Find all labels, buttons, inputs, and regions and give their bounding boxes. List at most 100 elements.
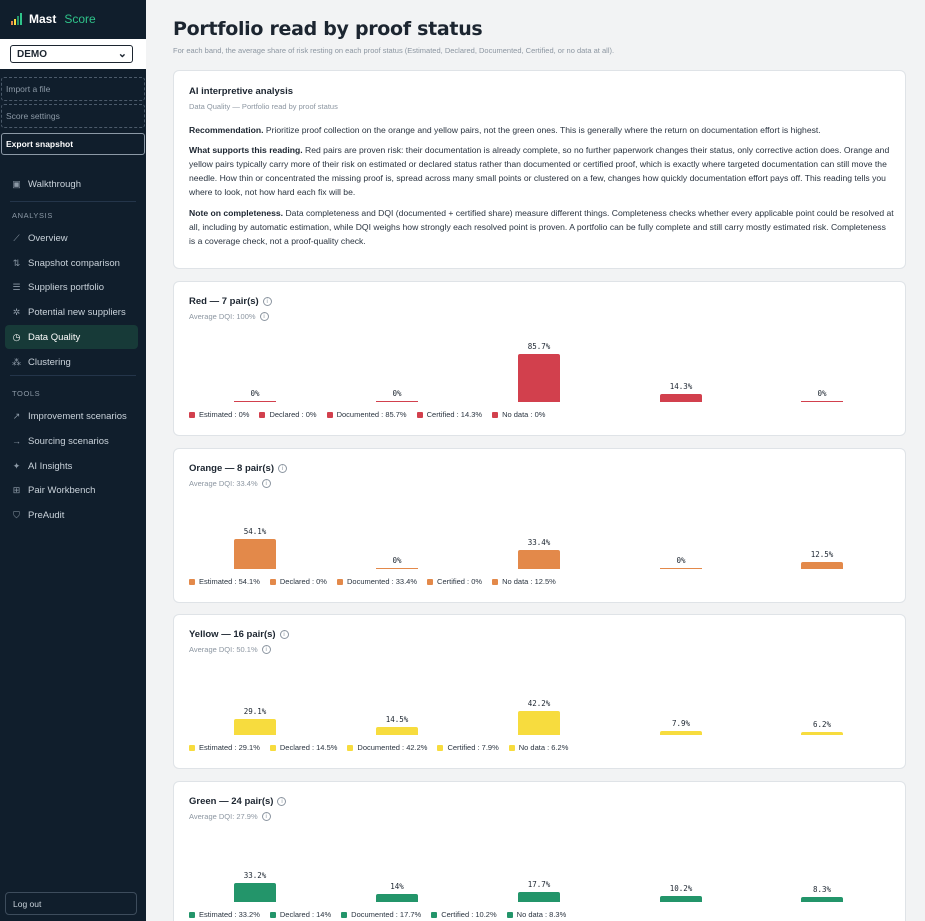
bar-no-data[interactable] bbox=[801, 562, 843, 569]
logo[interactable]: Mast Score bbox=[0, 0, 146, 37]
bar-documented[interactable] bbox=[518, 711, 560, 735]
info-icon[interactable]: i bbox=[262, 297, 272, 306]
nav-snapshot-comparison[interactable]: ⇅ Snapshot comparison bbox=[5, 251, 138, 275]
nav-improvement-scenarios[interactable]: ↗ Improvement scenarios bbox=[5, 404, 138, 428]
compare-arrows-icon: ⇅ bbox=[12, 257, 21, 268]
legend-label: Estimated : 0% bbox=[199, 410, 250, 419]
bar-value-label: 14.5% bbox=[385, 714, 409, 724]
legend-label: Declared : 14% bbox=[279, 910, 332, 919]
band-card-orange: Orange — 8 pair(s) i Average DQI: 33.4% i … bbox=[173, 448, 906, 603]
legend-label: No data : 0% bbox=[502, 410, 546, 419]
nav-potential-new-suppliers[interactable]: ✲ Potential new suppliers bbox=[5, 300, 138, 324]
legend-label: Certified : 7.9% bbox=[447, 743, 499, 752]
nav-sourcing-scenarios[interactable]: → Sourcing scenarios bbox=[5, 429, 138, 453]
play-icon: ▣ bbox=[12, 178, 21, 189]
legend-item: Declared : 14% bbox=[269, 910, 332, 919]
bar-value-label: 0% bbox=[392, 555, 402, 565]
bar-documented[interactable] bbox=[518, 354, 560, 402]
bar-no-data[interactable] bbox=[801, 897, 843, 902]
info-icon[interactable]: i bbox=[261, 812, 271, 821]
bar-value-label: 0% bbox=[676, 555, 686, 565]
band-card-yellow: Yellow — 16 pair(s) i Average DQI: 50.1% i… bbox=[173, 614, 906, 769]
bar-declared[interactable] bbox=[376, 894, 418, 902]
bar-documented[interactable] bbox=[518, 550, 560, 569]
legend-swatch bbox=[492, 411, 499, 418]
nav-clustering[interactable]: ⁂ Clustering bbox=[5, 350, 138, 374]
info-icon[interactable]: i bbox=[278, 464, 287, 473]
bar-certified[interactable] bbox=[660, 567, 702, 569]
score-settings-button[interactable]: Score settings bbox=[1, 104, 145, 128]
bar-value-label: 54.1% bbox=[243, 526, 267, 536]
nav-walkthrough-label: Walkthrough bbox=[28, 178, 81, 190]
nav-ai-insights[interactable]: ✦ AI Insights bbox=[5, 454, 138, 478]
nav-overview[interactable]: ⟋ Overview bbox=[5, 226, 138, 250]
info-icon[interactable]: i bbox=[279, 630, 289, 639]
export-snapshot-button[interactable]: Export snapshot bbox=[1, 133, 145, 155]
legend-label: Documented : 33.4% bbox=[346, 577, 418, 586]
nav-pair-workbench[interactable]: ⊞ Pair Workbench bbox=[5, 478, 138, 502]
legend-label: Estimated : 33.2% bbox=[199, 910, 260, 919]
bar-value-label: 85.7% bbox=[527, 342, 551, 351]
info-icon[interactable]: i bbox=[261, 479, 271, 488]
page-subtitle: For each band, the average share of risk… bbox=[173, 46, 615, 55]
bar-no-data[interactable] bbox=[801, 400, 843, 402]
bar-documented[interactable] bbox=[518, 892, 560, 902]
bar-value-label: 7.9% bbox=[671, 718, 691, 728]
info-icon[interactable]: i bbox=[277, 797, 287, 806]
logo-bars-icon bbox=[11, 12, 22, 25]
bar-estimated[interactable] bbox=[234, 718, 276, 735]
bar-declared[interactable] bbox=[376, 726, 418, 735]
chart-legend: Estimated : 29.1% Declared : 14.5% Documen… bbox=[189, 743, 568, 752]
bar-no-data[interactable] bbox=[801, 731, 843, 735]
nav-suppliers-portfolio[interactable]: ☰ Suppliers portfolio bbox=[5, 275, 138, 299]
nav-preaudit[interactable]: ⛉ PreAudit bbox=[5, 503, 138, 527]
import-file-label: Import a file bbox=[6, 84, 51, 94]
legend-label: Declared : 0% bbox=[269, 410, 317, 419]
nav-preaudit-label: PreAudit bbox=[28, 509, 65, 521]
bar-certified[interactable] bbox=[660, 393, 702, 402]
recommendation-paragraph: Recommendation. Prioritize proof collect… bbox=[189, 123, 894, 137]
workbench-icon: ⊞ bbox=[12, 484, 21, 495]
legend-swatch bbox=[259, 411, 266, 418]
ai-analysis-subtitle: Data Quality — Portfolio read by proof s… bbox=[189, 102, 338, 111]
bar-estimated[interactable] bbox=[234, 883, 276, 902]
legend-label: Documented : 42.2% bbox=[357, 743, 428, 752]
info-icon[interactable]: i bbox=[261, 645, 271, 654]
legend-item: Estimated : 33.2% bbox=[189, 910, 260, 919]
nav-suppliers-portfolio-label: Suppliers portfolio bbox=[28, 281, 105, 293]
nav-walkthrough[interactable]: ▣ Walkthrough bbox=[5, 172, 138, 196]
bar-declared[interactable] bbox=[376, 400, 418, 402]
nav-data-quality[interactable]: ◷ Data Quality bbox=[5, 325, 138, 349]
bar-declared[interactable] bbox=[376, 567, 418, 569]
bar-value-label: 29.1% bbox=[243, 706, 267, 716]
import-file-button[interactable]: Import a file bbox=[1, 77, 145, 101]
demo-select-wrap: DEMO ⌄ bbox=[0, 39, 146, 69]
legend-item: Documented : 42.2% bbox=[347, 743, 427, 752]
nav-snapshot-comparison-label: Snapshot comparison bbox=[28, 257, 120, 269]
sidebar-divider bbox=[10, 375, 136, 376]
bar-value-label: 33.2% bbox=[243, 871, 267, 881]
band-card-red: Red — 7 pair(s) i Average DQI: 100% i 0% 0%… bbox=[173, 281, 906, 436]
chart-legend: Estimated : 54.1% Declared : 0% Documented… bbox=[189, 577, 556, 586]
band-title: Green — 24 pair(s) i bbox=[189, 796, 287, 807]
band-title-text: Red — 7 pair(s) bbox=[189, 296, 259, 307]
bar-certified[interactable] bbox=[660, 730, 702, 735]
main-content: Portfolio read by proof status For each … bbox=[146, 0, 925, 921]
bar-estimated[interactable] bbox=[234, 538, 276, 569]
info-icon[interactable]: i bbox=[259, 312, 269, 321]
chevron-down-icon: ⌄ bbox=[117, 48, 127, 60]
logout-button[interactable]: Log out bbox=[5, 892, 137, 915]
legend-label: Documented : 85.7% bbox=[336, 410, 407, 419]
demo-select[interactable]: DEMO ⌄ bbox=[10, 45, 133, 63]
bar-value-label: 42.2% bbox=[527, 699, 551, 709]
legend-item: Certified : 0% bbox=[427, 577, 482, 586]
bar-certified[interactable] bbox=[660, 896, 702, 902]
legend-item: Documented : 17.7% bbox=[341, 910, 421, 919]
sparkle-icon: ✲ bbox=[12, 306, 21, 317]
legend-item: Certified : 10.2% bbox=[431, 910, 497, 919]
band-title-text: Yellow — 16 pair(s) bbox=[189, 629, 276, 640]
legend-item: No data : 12.5% bbox=[492, 577, 556, 586]
bar-estimated[interactable] bbox=[234, 400, 276, 402]
analysis-heading: ANALYSIS bbox=[12, 211, 53, 220]
legend-swatch bbox=[341, 911, 348, 918]
